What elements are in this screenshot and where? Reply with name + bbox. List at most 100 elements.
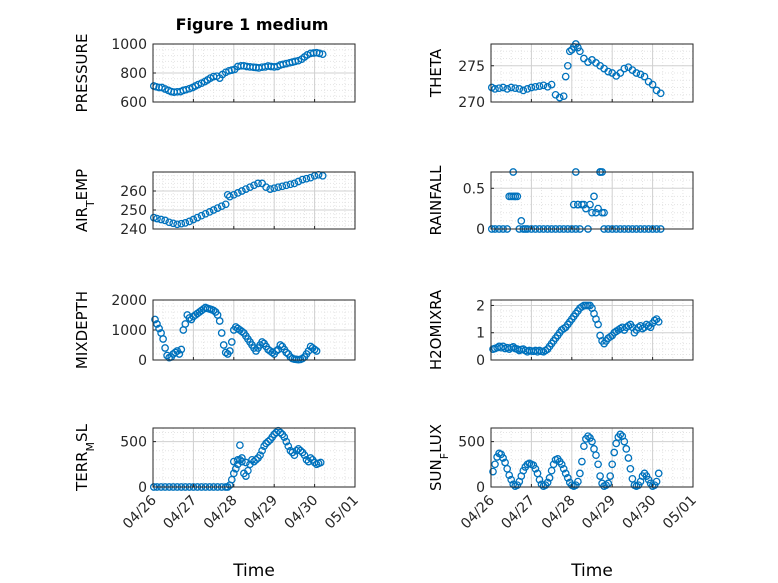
- data-point: [499, 83, 507, 92]
- data-point: [185, 217, 194, 226]
- data-point: [165, 218, 174, 227]
- data-point: [636, 70, 645, 79]
- data-point: [231, 464, 240, 473]
- x-tick-label: 05/01: [660, 493, 700, 533]
- y-axis-label: SUNFLUX: [427, 424, 451, 491]
- x-tick-label: 04/28: [201, 493, 241, 533]
- data-point: [582, 204, 590, 213]
- y-tick-label: 260: [120, 184, 147, 200]
- data-point: [654, 317, 663, 326]
- y-axis-label: THETA: [427, 48, 445, 98]
- subplot-sun-flux: 0 500 SUNFLUX 04/26 04/27 04/28 04/29 04/30 05/0…: [427, 424, 700, 581]
- subplot-air-temp: 240 250 260 AIRTEMP: [73, 169, 356, 238]
- data-point: [182, 85, 190, 94]
- axes-frame: [152, 171, 356, 230]
- data-point: [278, 182, 287, 191]
- data-point: [221, 200, 230, 209]
- data-point: [290, 179, 299, 188]
- data-point: [270, 184, 279, 193]
- data-point: [298, 175, 307, 184]
- data-point: [266, 185, 275, 193]
- data-point: [622, 445, 631, 453]
- axes-frame: [490, 171, 694, 230]
- data-point: [507, 475, 516, 484]
- data-point: [315, 49, 324, 58]
- data-point: [171, 348, 180, 357]
- x-tick-label: 05/01: [322, 493, 362, 533]
- y-tick-label: 600: [120, 95, 147, 111]
- data-point: [181, 219, 190, 227]
- data-point: [539, 81, 548, 90]
- y-axis-label: TERRMSL: [73, 423, 97, 492]
- data-point: [563, 61, 572, 70]
- subplot-mixdepth: 0 1000 2000 MIXDEPTH: [73, 291, 356, 369]
- data-point: [545, 474, 554, 482]
- data-point: [588, 437, 596, 446]
- data-point: [209, 206, 218, 214]
- data-point: [549, 460, 558, 469]
- y-axis-label: AIRTEMP: [73, 169, 97, 232]
- data-point: [640, 72, 649, 81]
- x-tick-label: 04/28: [539, 493, 579, 533]
- data-point: [592, 451, 600, 460]
- data-point: [189, 215, 198, 224]
- data-point: [616, 430, 625, 439]
- data-point: [576, 469, 584, 478]
- x-tick-label: 04/29: [241, 493, 281, 533]
- data-point: [229, 190, 238, 199]
- data-point: [608, 460, 617, 469]
- data-point: [262, 183, 270, 192]
- data-point: [312, 347, 321, 355]
- data-point: [535, 475, 544, 484]
- data-point: [511, 84, 520, 93]
- data-point: [201, 209, 210, 218]
- data-point: [268, 348, 277, 357]
- data-point: [175, 350, 184, 358]
- data-point: [221, 348, 230, 357]
- data-point: [626, 464, 635, 473]
- x-axis-label: Time: [570, 561, 613, 581]
- y-tick-label: 1000: [111, 323, 147, 339]
- data-point: [242, 185, 250, 193]
- y-tick-label: 275: [458, 59, 485, 75]
- data-point: [519, 466, 528, 475]
- data-point: [242, 458, 250, 467]
- subplot-pressure: 600 800 1000 PRESSURE: [73, 34, 356, 112]
- data-point: [225, 192, 234, 201]
- data-point: [238, 187, 246, 195]
- y-tick-label: 800: [120, 66, 147, 82]
- data-point: [282, 181, 291, 190]
- data-point: [517, 217, 526, 225]
- data-point: [217, 329, 226, 337]
- data-point: [559, 92, 568, 101]
- y-tick-label: 0: [476, 222, 485, 238]
- data-point: [535, 82, 544, 90]
- axes-frame: [490, 427, 694, 488]
- data-point: [185, 314, 194, 322]
- data-point: [531, 82, 540, 91]
- data-point: [258, 179, 266, 188]
- data-point: [559, 464, 568, 473]
- data-point: [654, 469, 663, 478]
- figure-title: Figure 1 medium: [176, 15, 329, 34]
- data-point: [291, 57, 300, 66]
- data-point: [209, 306, 218, 315]
- data-point: [249, 63, 258, 72]
- data-point: [644, 475, 653, 484]
- data-point: [527, 83, 536, 92]
- data-point: [177, 219, 186, 228]
- data-point: [197, 211, 206, 220]
- data-point: [563, 474, 572, 482]
- data-point: [157, 215, 165, 224]
- data-point: [237, 61, 245, 70]
- data-point: [594, 460, 602, 469]
- data-point: [229, 469, 238, 478]
- data-point: [616, 69, 625, 77]
- data-point: [576, 47, 584, 56]
- y-tick-label: 2: [476, 298, 485, 314]
- data-point: [276, 428, 285, 437]
- subplot-theta: 270 275 THETA: [427, 40, 694, 111]
- data-point: [161, 216, 169, 225]
- data-point: [588, 208, 596, 217]
